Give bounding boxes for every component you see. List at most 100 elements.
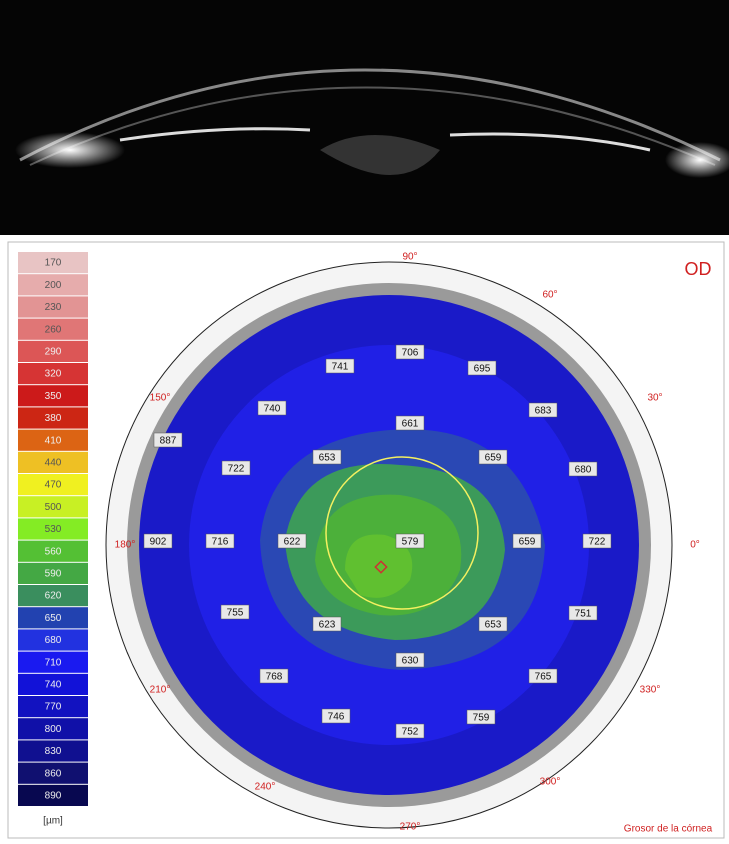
scale-swatch bbox=[18, 496, 88, 518]
scale-label: 740 bbox=[45, 680, 62, 691]
label-box bbox=[512, 533, 542, 549]
thickness-label: 716 bbox=[212, 537, 229, 548]
thickness-label: 630 bbox=[402, 656, 419, 667]
scale-label: 260 bbox=[45, 324, 62, 335]
degree-label: 330° bbox=[640, 685, 661, 696]
label-box bbox=[153, 432, 183, 448]
scale-swatch bbox=[18, 429, 88, 451]
label-box bbox=[395, 415, 425, 431]
label-box bbox=[220, 604, 250, 620]
scale-label: 800 bbox=[45, 724, 62, 735]
scale-swatch bbox=[18, 696, 88, 718]
label-box bbox=[277, 533, 307, 549]
thickness-label: 741 bbox=[332, 362, 349, 373]
thickness-label: 722 bbox=[228, 464, 245, 475]
degree-label: 90° bbox=[402, 252, 417, 263]
scale-swatch bbox=[18, 784, 88, 806]
thickness-label: 706 bbox=[402, 348, 419, 359]
scale-label: 560 bbox=[45, 546, 62, 557]
thickness-label: 653 bbox=[319, 453, 336, 464]
scale-label: 170 bbox=[45, 258, 62, 269]
lens bbox=[320, 135, 440, 175]
label-box bbox=[205, 533, 235, 549]
thickness-label: 653 bbox=[485, 620, 502, 631]
scale-swatch bbox=[18, 407, 88, 429]
label-box bbox=[478, 616, 508, 632]
thickness-label: 887 bbox=[160, 436, 177, 447]
label-box bbox=[325, 358, 355, 374]
label-box bbox=[321, 708, 351, 724]
label-box bbox=[582, 533, 612, 549]
cornea-arc bbox=[29, 86, 716, 166]
scale-label: 620 bbox=[45, 591, 62, 602]
scale-label: 320 bbox=[45, 369, 62, 380]
label-box bbox=[528, 402, 558, 418]
cornea-arc bbox=[19, 68, 721, 162]
label-box bbox=[478, 449, 508, 465]
scale-swatch bbox=[18, 340, 88, 362]
scale-swatch bbox=[18, 252, 88, 274]
scale-swatch bbox=[18, 651, 88, 673]
scale-label: 500 bbox=[45, 502, 62, 513]
thickness-label: 659 bbox=[485, 453, 502, 464]
label-box bbox=[395, 533, 425, 549]
reflection bbox=[665, 142, 729, 178]
degree-label: 60° bbox=[542, 290, 557, 301]
label-box bbox=[395, 723, 425, 739]
degree-label: 30° bbox=[647, 393, 662, 404]
scale-label: 770 bbox=[45, 702, 62, 713]
thickness-label: 579 bbox=[402, 537, 419, 548]
thickness-label: 623 bbox=[319, 620, 336, 631]
eye-label: OD bbox=[685, 259, 712, 279]
thickness-label: 751 bbox=[575, 609, 592, 620]
thickness-label: 695 bbox=[474, 364, 491, 375]
scale-label: 890 bbox=[45, 791, 62, 802]
scale-swatch bbox=[18, 474, 88, 496]
label-box bbox=[395, 344, 425, 360]
label-box bbox=[312, 616, 342, 632]
degree-label: 300° bbox=[540, 777, 561, 788]
scheimpflug-image bbox=[0, 0, 729, 235]
label-box bbox=[395, 652, 425, 668]
scale-swatch bbox=[18, 585, 88, 607]
degree-label: 0° bbox=[690, 540, 700, 551]
scale-swatch bbox=[18, 740, 88, 762]
scale-label: 410 bbox=[45, 435, 62, 446]
degree-label: 270° bbox=[400, 822, 421, 833]
scale-swatch bbox=[18, 296, 88, 318]
thickness-label: 622 bbox=[284, 537, 301, 548]
scale-label: 230 bbox=[45, 302, 62, 313]
label-box bbox=[568, 605, 598, 621]
thickness-label: 661 bbox=[402, 419, 419, 430]
label-box bbox=[467, 360, 497, 376]
label-box bbox=[466, 709, 496, 725]
label-box bbox=[259, 668, 289, 684]
scale-label: 710 bbox=[45, 657, 62, 668]
thickness-label: 755 bbox=[227, 608, 244, 619]
reflection bbox=[15, 132, 125, 168]
thickness-label: 759 bbox=[473, 713, 490, 724]
scale-swatch bbox=[18, 607, 88, 629]
thickness-label: 659 bbox=[519, 537, 536, 548]
scale-swatch bbox=[18, 540, 88, 562]
scale-label: 440 bbox=[45, 458, 62, 469]
label-box bbox=[312, 449, 342, 465]
thickness-label: 722 bbox=[589, 537, 606, 548]
scale-label: 680 bbox=[45, 635, 62, 646]
label-box bbox=[221, 460, 251, 476]
scale-swatch bbox=[18, 451, 88, 473]
scale-swatch bbox=[18, 363, 88, 385]
label-box bbox=[257, 400, 287, 416]
thickness-label: 746 bbox=[328, 712, 345, 723]
scale-label: 860 bbox=[45, 768, 62, 779]
scale-swatch bbox=[18, 762, 88, 784]
thickness-label: 683 bbox=[535, 406, 552, 417]
thickness-label: 902 bbox=[150, 537, 167, 548]
scale-swatch bbox=[18, 673, 88, 695]
scale-label: 290 bbox=[45, 347, 62, 358]
thickness-label: 740 bbox=[264, 404, 281, 415]
scale-label: 590 bbox=[45, 569, 62, 580]
scale-label: 830 bbox=[45, 746, 62, 757]
pupil-circle bbox=[325, 456, 479, 610]
